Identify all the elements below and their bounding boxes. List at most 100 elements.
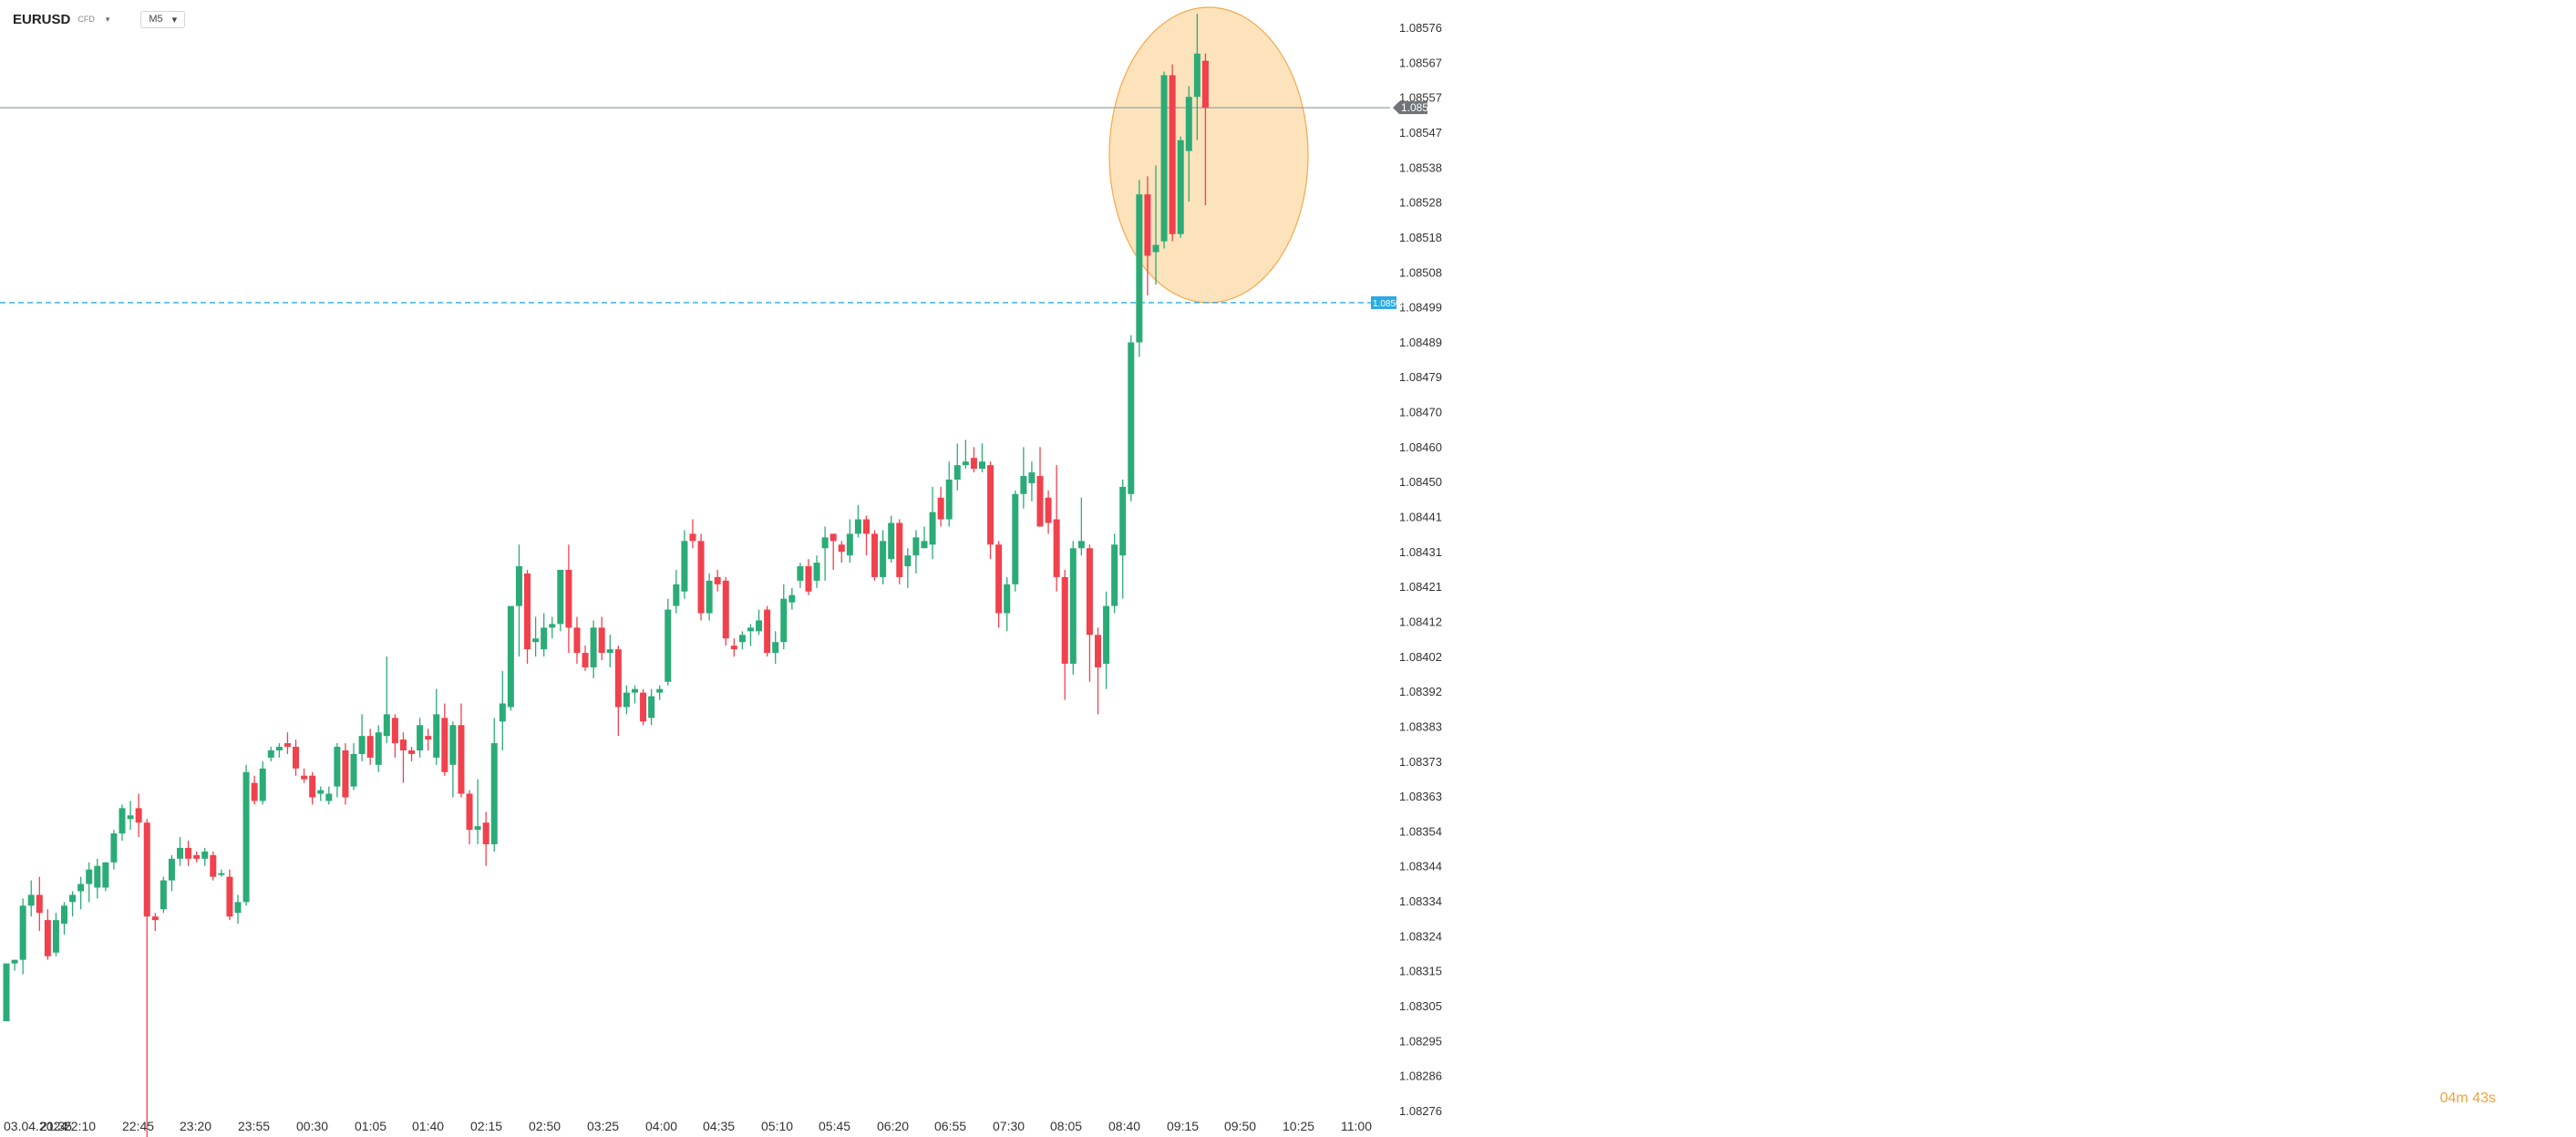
candle bbox=[648, 688, 655, 726]
candle-body bbox=[193, 854, 201, 859]
candle-body bbox=[970, 458, 977, 470]
candle bbox=[242, 764, 250, 906]
candle-body bbox=[962, 461, 969, 466]
candle bbox=[474, 779, 481, 844]
candle-body bbox=[210, 854, 217, 877]
candle-body bbox=[36, 894, 43, 914]
candle bbox=[1095, 627, 1102, 715]
y-tick-label: 1.08412 bbox=[1399, 615, 1442, 628]
candle bbox=[1201, 53, 1209, 206]
candle-body bbox=[871, 533, 879, 577]
candle bbox=[590, 620, 597, 678]
candle bbox=[921, 526, 928, 549]
candle bbox=[507, 605, 514, 711]
candle bbox=[515, 544, 522, 657]
y-tick-label: 1.08383 bbox=[1399, 719, 1442, 733]
candle bbox=[1160, 71, 1168, 249]
y-tick-label: 1.08479 bbox=[1399, 370, 1442, 384]
candle bbox=[441, 703, 448, 776]
y-tick-label: 1.08363 bbox=[1399, 790, 1442, 803]
candle bbox=[714, 570, 721, 592]
candle-body bbox=[681, 541, 688, 592]
candle bbox=[821, 526, 829, 581]
candle bbox=[904, 548, 912, 588]
candle bbox=[871, 530, 879, 581]
x-tick-label: 10:25 bbox=[1283, 1119, 1314, 1133]
candle-body bbox=[458, 725, 465, 794]
candle-body bbox=[118, 808, 126, 834]
x-tick-label: 06:55 bbox=[934, 1119, 966, 1133]
candle-body bbox=[1103, 605, 1110, 664]
candle-body bbox=[623, 692, 630, 708]
candle-body bbox=[1012, 493, 1019, 584]
x-tick-label: 22:45 bbox=[122, 1119, 154, 1133]
candle bbox=[234, 894, 242, 925]
candle-body bbox=[482, 822, 489, 844]
candle-body bbox=[904, 555, 912, 567]
candle bbox=[11, 959, 18, 971]
candle bbox=[118, 804, 126, 841]
candle-body bbox=[366, 736, 374, 758]
candle bbox=[1119, 480, 1127, 599]
candle-body bbox=[1077, 541, 1085, 549]
x-tick-label: 05:45 bbox=[819, 1119, 850, 1133]
candle bbox=[962, 439, 969, 470]
candle bbox=[275, 743, 283, 758]
candle-body bbox=[730, 646, 737, 650]
candle bbox=[94, 858, 101, 899]
x-tick-label: 02:15 bbox=[470, 1119, 502, 1133]
candle bbox=[350, 743, 357, 791]
candle bbox=[1028, 461, 1036, 501]
symbol-dropdown-icon[interactable]: ▾ bbox=[105, 14, 110, 24]
candle-body bbox=[94, 865, 101, 888]
candle-body bbox=[135, 808, 142, 823]
candle-body bbox=[697, 541, 705, 614]
candle-body bbox=[722, 580, 729, 639]
level-tag-bg bbox=[1371, 295, 1396, 309]
x-tick-label: 09:50 bbox=[1224, 1119, 1256, 1133]
candle-body bbox=[1193, 53, 1200, 98]
chart-header: EURUSD CFD ▾ M5 ▾ bbox=[13, 7, 186, 31]
candle-body bbox=[714, 576, 721, 584]
candle bbox=[391, 714, 398, 758]
candle-body bbox=[673, 584, 680, 606]
x-tick-label: 08:40 bbox=[1108, 1119, 1140, 1133]
y-tick-label: 1.08470 bbox=[1399, 406, 1442, 419]
candle-body bbox=[1111, 544, 1118, 606]
timeframe-selector[interactable]: M5 ▾ bbox=[140, 10, 186, 28]
candle-body bbox=[665, 609, 672, 682]
candle-body bbox=[242, 771, 250, 903]
candle bbox=[218, 869, 225, 877]
candle-body bbox=[1169, 75, 1176, 234]
candle bbox=[177, 837, 184, 866]
candle bbox=[978, 443, 985, 473]
y-tick-label: 1.08286 bbox=[1399, 1070, 1442, 1083]
candle-body bbox=[1045, 497, 1052, 523]
candle bbox=[640, 688, 647, 726]
candle-body bbox=[953, 465, 961, 480]
candle bbox=[19, 898, 26, 975]
candle bbox=[425, 729, 432, 750]
candle bbox=[532, 616, 540, 657]
symbol-name[interactable]: EURUSD bbox=[13, 11, 71, 27]
level-layer[interactable] bbox=[0, 107, 1390, 304]
candle bbox=[127, 801, 134, 831]
candle bbox=[1144, 176, 1151, 296]
price-axis[interactable]: 1.08576 1.08567 1.08557 1.08547 1.08538 1.085… bbox=[1399, 21, 1442, 1118]
candle-body bbox=[3, 963, 10, 1021]
candle-body bbox=[449, 725, 457, 765]
chevron-down-icon: ▾ bbox=[171, 14, 178, 26]
x-tick-label: 04:35 bbox=[703, 1119, 735, 1133]
candle bbox=[77, 876, 85, 910]
candle-body bbox=[738, 635, 746, 643]
candle bbox=[912, 530, 920, 574]
y-tick-label: 1.08276 bbox=[1399, 1104, 1442, 1118]
candle bbox=[267, 747, 274, 761]
y-tick-label: 1.08344 bbox=[1399, 860, 1442, 873]
candle bbox=[160, 876, 167, 914]
candle bbox=[1012, 490, 1019, 592]
candle bbox=[862, 515, 870, 556]
candle bbox=[482, 811, 489, 866]
